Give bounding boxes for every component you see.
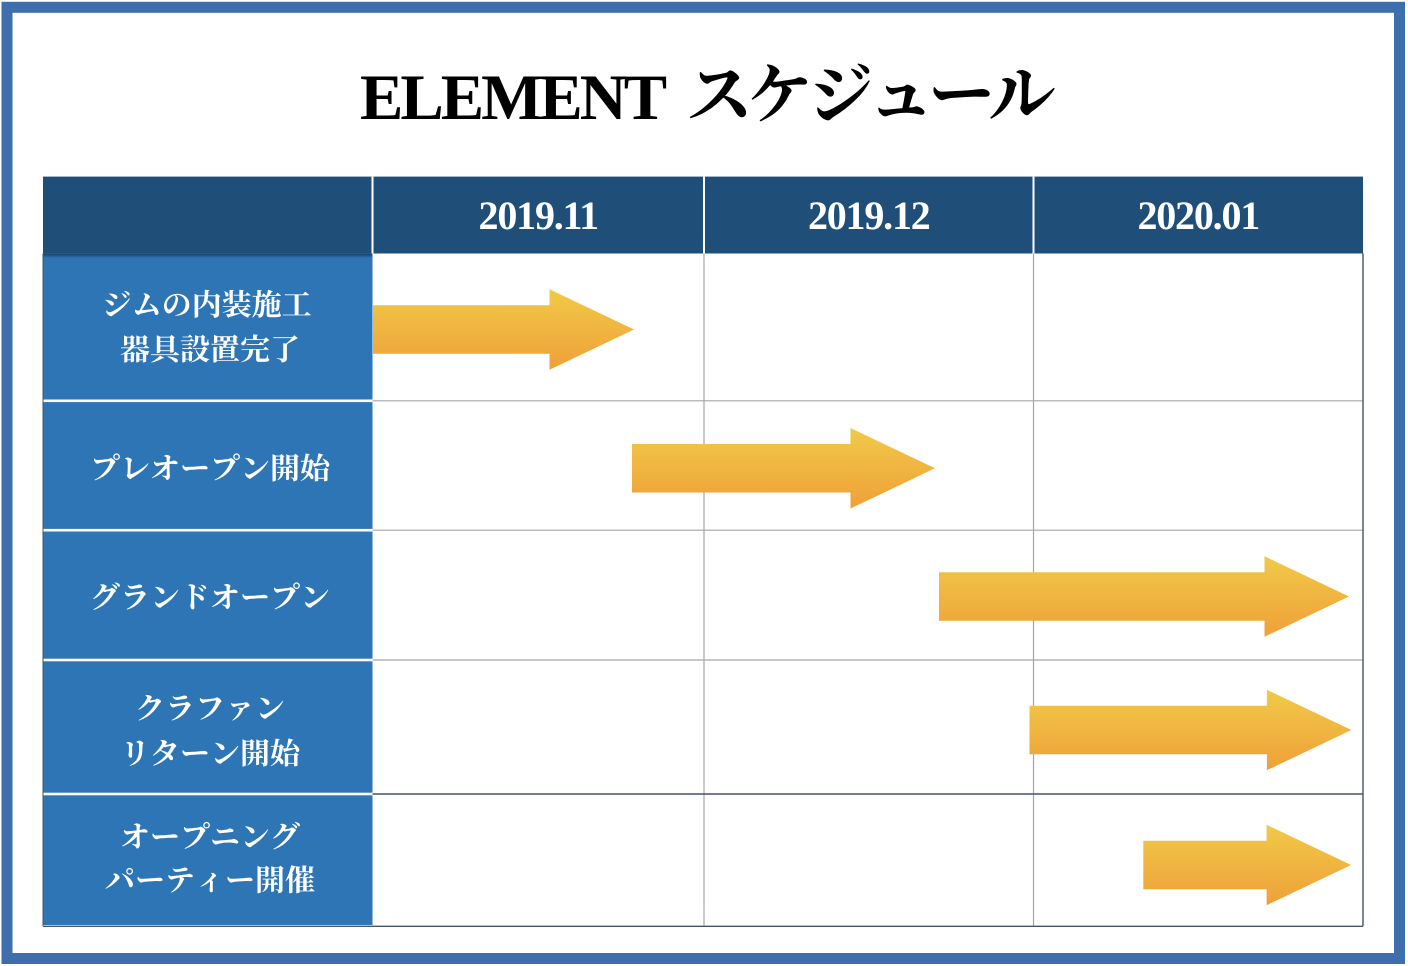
svg-text:2020.01: 2020.01 bbox=[1137, 193, 1259, 238]
svg-text:ELEMENT: ELEMENT bbox=[360, 62, 667, 134]
svg-text:2019.11: 2019.11 bbox=[479, 193, 598, 238]
svg-text:2019.12: 2019.12 bbox=[808, 193, 930, 238]
